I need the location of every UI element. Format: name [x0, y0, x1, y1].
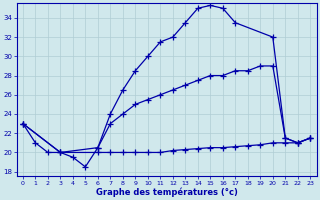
X-axis label: Graphe des températures (°c): Graphe des températures (°c)	[96, 187, 237, 197]
